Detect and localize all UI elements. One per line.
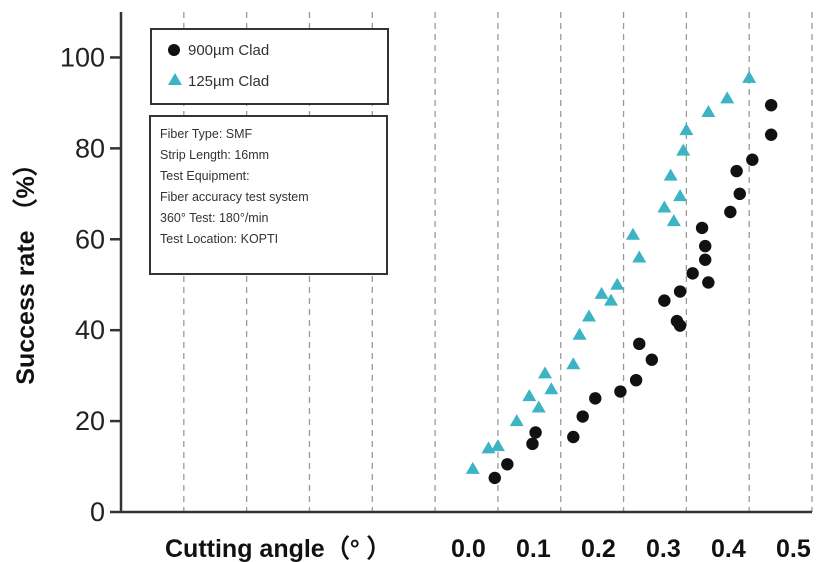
data-point-900um (526, 437, 539, 451)
data-point-900um (589, 392, 602, 405)
data-point-125um (701, 105, 716, 117)
x-tick-label: 0.0 (451, 535, 486, 562)
info-line: Fiber Type: SMF (160, 127, 253, 141)
x-tick-label: 0.1 (516, 535, 551, 562)
data-point-900um (673, 319, 687, 332)
y-tick-label: 40 (75, 315, 105, 345)
data-point-125um (544, 382, 559, 395)
y-ticks: 0 20 40 60 80 100 (60, 42, 121, 527)
data-point-900um (702, 276, 715, 289)
data-point-900um (567, 430, 580, 444)
x-axis-title: Cutting angle（° ） (165, 534, 392, 562)
info-line: Strip Length: 16mm (160, 148, 269, 162)
data-point-125um (581, 309, 596, 322)
data-point-125um (538, 366, 553, 379)
info-line: 360° Test: 180°/min (160, 211, 268, 225)
data-point-125um (657, 200, 672, 213)
data-point-125um (594, 286, 609, 299)
data-point-125um (572, 327, 587, 340)
data-point-125um (676, 143, 691, 156)
legend-label-125um: 125µm Clad (188, 73, 269, 90)
y-tick-label: 20 (75, 406, 105, 436)
data-point-900um (764, 98, 778, 112)
data-point-900um (686, 267, 699, 280)
data-point-125um (663, 168, 678, 181)
data-point-900um (699, 239, 712, 253)
y-tick-label: 60 (75, 224, 105, 254)
data-point-900um (673, 285, 687, 298)
y-tick-label: 80 (75, 133, 105, 163)
data-points (465, 70, 778, 485)
data-point-900um (699, 253, 712, 266)
data-point-125um (566, 357, 581, 370)
data-point-900um (501, 458, 514, 471)
data-point-125um (673, 189, 688, 202)
info-box-frame (149, 115, 388, 275)
data-point-125um (610, 277, 625, 290)
x-tick-label: 0.5 (776, 535, 811, 562)
data-point-125um (522, 389, 537, 402)
data-point-900um (576, 410, 589, 423)
y-tick-label: 0 (90, 497, 105, 527)
data-point-900um (645, 353, 659, 366)
data-point-900um (764, 128, 778, 141)
data-point-900um (658, 294, 671, 307)
data-point-125um (742, 70, 757, 83)
data-point-900um (629, 373, 643, 387)
data-point-125um (603, 293, 618, 306)
x-tick-label: 0.4 (711, 535, 746, 562)
data-point-125um (625, 227, 640, 240)
info-line: Fiber accuracy test system (160, 190, 309, 204)
y-axis-title: Success rate （%） (11, 151, 40, 384)
data-point-125um (531, 400, 546, 413)
data-point-900um (746, 153, 759, 166)
data-point-125um (490, 439, 505, 452)
data-point-900um (529, 426, 542, 439)
info-box: Fiber Type: SMF Strip Length: 16mm Test … (149, 115, 388, 275)
data-point-900um (695, 221, 709, 235)
data-point-900um (724, 205, 737, 219)
data-point-125um (632, 250, 647, 263)
data-point-125um (509, 414, 524, 427)
data-point-125um (720, 91, 735, 104)
y-tick-label: 100 (60, 42, 105, 72)
x-tick-label: 0.3 (646, 535, 681, 562)
data-point-125um (465, 461, 480, 474)
info-line: Test Location: KOPTI (160, 232, 278, 246)
data-point-900um (488, 471, 501, 485)
legend-label-900um: 900µm Clad (188, 42, 269, 59)
data-point-900um (614, 385, 627, 398)
legend: 900µm Clad 125µm Clad (150, 28, 389, 105)
data-point-900um (733, 187, 746, 201)
legend-marker-125um (168, 73, 182, 85)
x-tick-label: 0.2 (581, 535, 616, 562)
data-point-125um (679, 123, 694, 136)
data-point-125um (666, 214, 681, 227)
legend-marker-900um (168, 44, 180, 56)
legend-box (150, 28, 389, 105)
data-point-900um (730, 164, 743, 178)
x-ticks: 0.0 0.1 0.2 0.3 0.4 0.5 (451, 535, 811, 562)
data-point-900um (633, 337, 646, 351)
axes (119, 12, 812, 514)
info-line: Test Equipment: (160, 169, 250, 183)
